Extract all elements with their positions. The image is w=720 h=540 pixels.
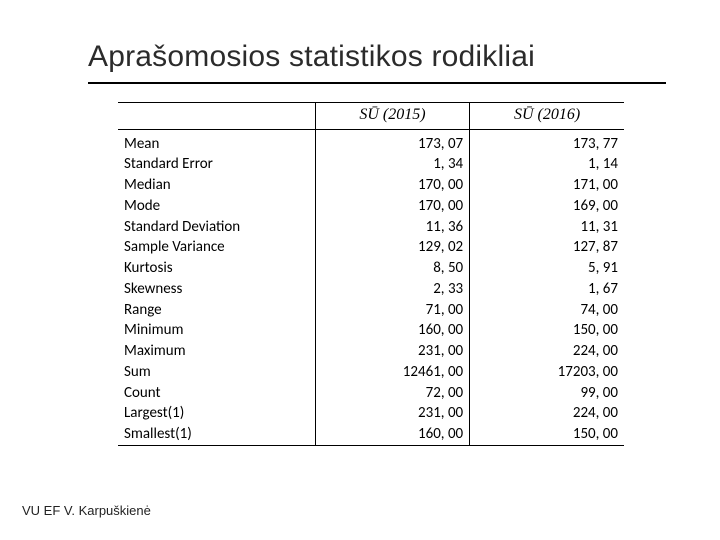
table-header-row: SŪ (2015) SŪ (2016) xyxy=(118,103,624,130)
row-value-2015: 129, 02 xyxy=(315,237,469,258)
row-label: Standard Deviation xyxy=(118,217,315,238)
row-value-2015: 231, 00 xyxy=(315,403,469,424)
row-label: Standard Error xyxy=(118,154,315,175)
table-col-2016: SŪ (2016) xyxy=(470,103,624,130)
table-col-2015: SŪ (2015) xyxy=(315,103,469,130)
row-value-2015: 1, 34 xyxy=(315,154,469,175)
table-row: Smallest(1)160, 00150, 00 xyxy=(118,424,624,445)
row-value-2016: 224, 00 xyxy=(470,341,624,362)
row-value-2015: 160, 00 xyxy=(315,424,469,445)
row-value-2015: 231, 00 xyxy=(315,341,469,362)
row-label: Kurtosis xyxy=(118,258,315,279)
row-value-2016: 224, 00 xyxy=(470,403,624,424)
row-label: Sample Variance xyxy=(118,237,315,258)
row-value-2015: 11, 36 xyxy=(315,217,469,238)
row-value-2016: 150, 00 xyxy=(470,320,624,341)
page-title: Aprašomosios statistikos rodikliai xyxy=(88,40,666,84)
row-value-2015: 160, 00 xyxy=(315,320,469,341)
table-col-label xyxy=(118,103,315,130)
row-label: Largest(1) xyxy=(118,403,315,424)
row-label: Count xyxy=(118,383,315,404)
row-value-2016: 169, 00 xyxy=(470,196,624,217)
table-row: Median170, 00171, 00 xyxy=(118,175,624,196)
row-value-2016: 11, 31 xyxy=(470,217,624,238)
table-row: Count72, 0099, 00 xyxy=(118,383,624,404)
table-row: Mean173, 07173, 77 xyxy=(118,134,624,155)
row-label: Range xyxy=(118,300,315,321)
table-row: Minimum160, 00150, 00 xyxy=(118,320,624,341)
row-value-2015: 2, 33 xyxy=(315,279,469,300)
table-row: Kurtosis8, 505, 91 xyxy=(118,258,624,279)
row-value-2016: 171, 00 xyxy=(470,175,624,196)
table-row: Sum12461, 0017203, 00 xyxy=(118,362,624,383)
row-label: Sum xyxy=(118,362,315,383)
row-label: Median xyxy=(118,175,315,196)
row-value-2015: 72, 00 xyxy=(315,383,469,404)
row-label: Maximum xyxy=(118,341,315,362)
table-row: Mode170, 00169, 00 xyxy=(118,196,624,217)
row-value-2016: 1, 67 xyxy=(470,279,624,300)
row-value-2015: 12461, 00 xyxy=(315,362,469,383)
row-label: Smallest(1) xyxy=(118,424,315,445)
row-label: Skewness xyxy=(118,279,315,300)
row-label: Minimum xyxy=(118,320,315,341)
row-value-2015: 173, 07 xyxy=(315,134,469,155)
row-value-2016: 1, 14 xyxy=(470,154,624,175)
table-row: Standard Deviation11, 3611, 31 xyxy=(118,217,624,238)
table-row: Maximum231, 00224, 00 xyxy=(118,341,624,362)
row-value-2015: 170, 00 xyxy=(315,175,469,196)
row-value-2016: 173, 77 xyxy=(470,134,624,155)
row-label: Mean xyxy=(118,134,315,155)
row-value-2015: 170, 00 xyxy=(315,196,469,217)
row-value-2016: 5, 91 xyxy=(470,258,624,279)
table-body: Mean173, 07173, 77Standard Error1, 341, … xyxy=(118,134,624,446)
row-value-2016: 150, 00 xyxy=(470,424,624,445)
table-row: Skewness2, 331, 67 xyxy=(118,279,624,300)
row-value-2015: 8, 50 xyxy=(315,258,469,279)
row-label: Mode xyxy=(118,196,315,217)
stats-table: SŪ (2015) SŪ (2016) Mean173, 07173, 77St… xyxy=(118,102,624,446)
row-value-2016: 17203, 00 xyxy=(470,362,624,383)
row-value-2015: 71, 00 xyxy=(315,300,469,321)
stats-table-container: SŪ (2015) SŪ (2016) Mean173, 07173, 77St… xyxy=(118,102,624,446)
table-row: Sample Variance129, 02127, 87 xyxy=(118,237,624,258)
table-row: Range71, 0074, 00 xyxy=(118,300,624,321)
row-value-2016: 99, 00 xyxy=(470,383,624,404)
row-value-2016: 127, 87 xyxy=(470,237,624,258)
table-row: Largest(1)231, 00224, 00 xyxy=(118,403,624,424)
footer-text: VU EF V. Karpuškienė xyxy=(22,503,151,518)
row-value-2016: 74, 00 xyxy=(470,300,624,321)
table-row: Standard Error1, 341, 14 xyxy=(118,154,624,175)
